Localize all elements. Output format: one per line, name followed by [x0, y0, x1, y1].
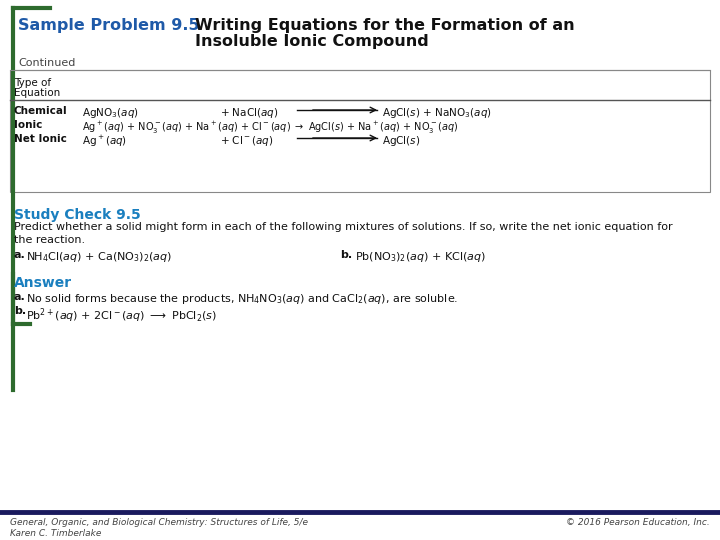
Text: Ag$^+$($aq$): Ag$^+$($aq$) — [82, 134, 127, 149]
Text: Ionic: Ionic — [14, 120, 42, 130]
Text: AgCl($s$) $+$ NaNO$_3$($aq$): AgCl($s$) $+$ NaNO$_3$($aq$) — [382, 106, 492, 120]
Text: Sample Problem 9.5: Sample Problem 9.5 — [18, 18, 199, 33]
Bar — [10, 70, 710, 192]
Text: Predict whether a solid might form in each of the following mixtures of solution: Predict whether a solid might form in ea… — [14, 222, 672, 232]
Text: Equation: Equation — [14, 88, 60, 98]
Text: Pb$^{2+}$($aq$) + 2Cl$^-$($aq$) $\longrightarrow$ PbCl$_2$($s$): Pb$^{2+}$($aq$) + 2Cl$^-$($aq$) $\longri… — [26, 306, 217, 325]
Text: Type of: Type of — [14, 78, 51, 88]
Text: AgCl($s$): AgCl($s$) — [382, 134, 420, 148]
Text: © 2016 Pearson Education, Inc.: © 2016 Pearson Education, Inc. — [566, 518, 710, 527]
Text: Insoluble Ionic Compound: Insoluble Ionic Compound — [195, 34, 428, 49]
Text: Chemical: Chemical — [14, 106, 68, 116]
Text: Answer: Answer — [14, 276, 72, 290]
Text: Continued: Continued — [18, 58, 76, 68]
Text: Writing Equations for the Formation of an: Writing Equations for the Formation of a… — [195, 18, 575, 33]
Text: Ag$^+$($aq$) $+$ NO$_3^-$($aq$) $+$ Na$^+$($aq$) $+$ Cl$^-$($aq$) $\rightarrow$ : Ag$^+$($aq$) $+$ NO$_3^-$($aq$) $+$ Na$^… — [82, 120, 459, 136]
Text: NH$_4$Cl($aq$) + Ca(NO$_3$)$_2$($aq$): NH$_4$Cl($aq$) + Ca(NO$_3$)$_2$($aq$) — [26, 250, 172, 264]
Text: a.: a. — [14, 250, 26, 260]
Text: Net Ionic: Net Ionic — [14, 134, 67, 144]
Text: $+$ Cl$^-$($aq$): $+$ Cl$^-$($aq$) — [220, 134, 274, 148]
Text: Pb(NO$_3$)$_2$($aq$) + KCl($aq$): Pb(NO$_3$)$_2$($aq$) + KCl($aq$) — [355, 250, 486, 264]
Text: a.: a. — [14, 292, 26, 302]
Text: $+$ NaCl($aq$): $+$ NaCl($aq$) — [220, 106, 279, 120]
Text: b.: b. — [14, 306, 26, 316]
Text: No solid forms because the products, NH$_4$NO$_3$($aq$) and CaCl$_2$($aq$), are : No solid forms because the products, NH$… — [26, 292, 458, 306]
Text: Study Check 9.5: Study Check 9.5 — [14, 208, 140, 222]
Text: the reaction.: the reaction. — [14, 235, 85, 245]
Text: Karen C. Timberlake: Karen C. Timberlake — [10, 529, 102, 538]
Text: b.: b. — [340, 250, 352, 260]
Text: General, Organic, and Biological Chemistry: Structures of Life, 5/e: General, Organic, and Biological Chemist… — [10, 518, 308, 527]
Text: AgNO$_3$($aq$): AgNO$_3$($aq$) — [82, 106, 139, 120]
